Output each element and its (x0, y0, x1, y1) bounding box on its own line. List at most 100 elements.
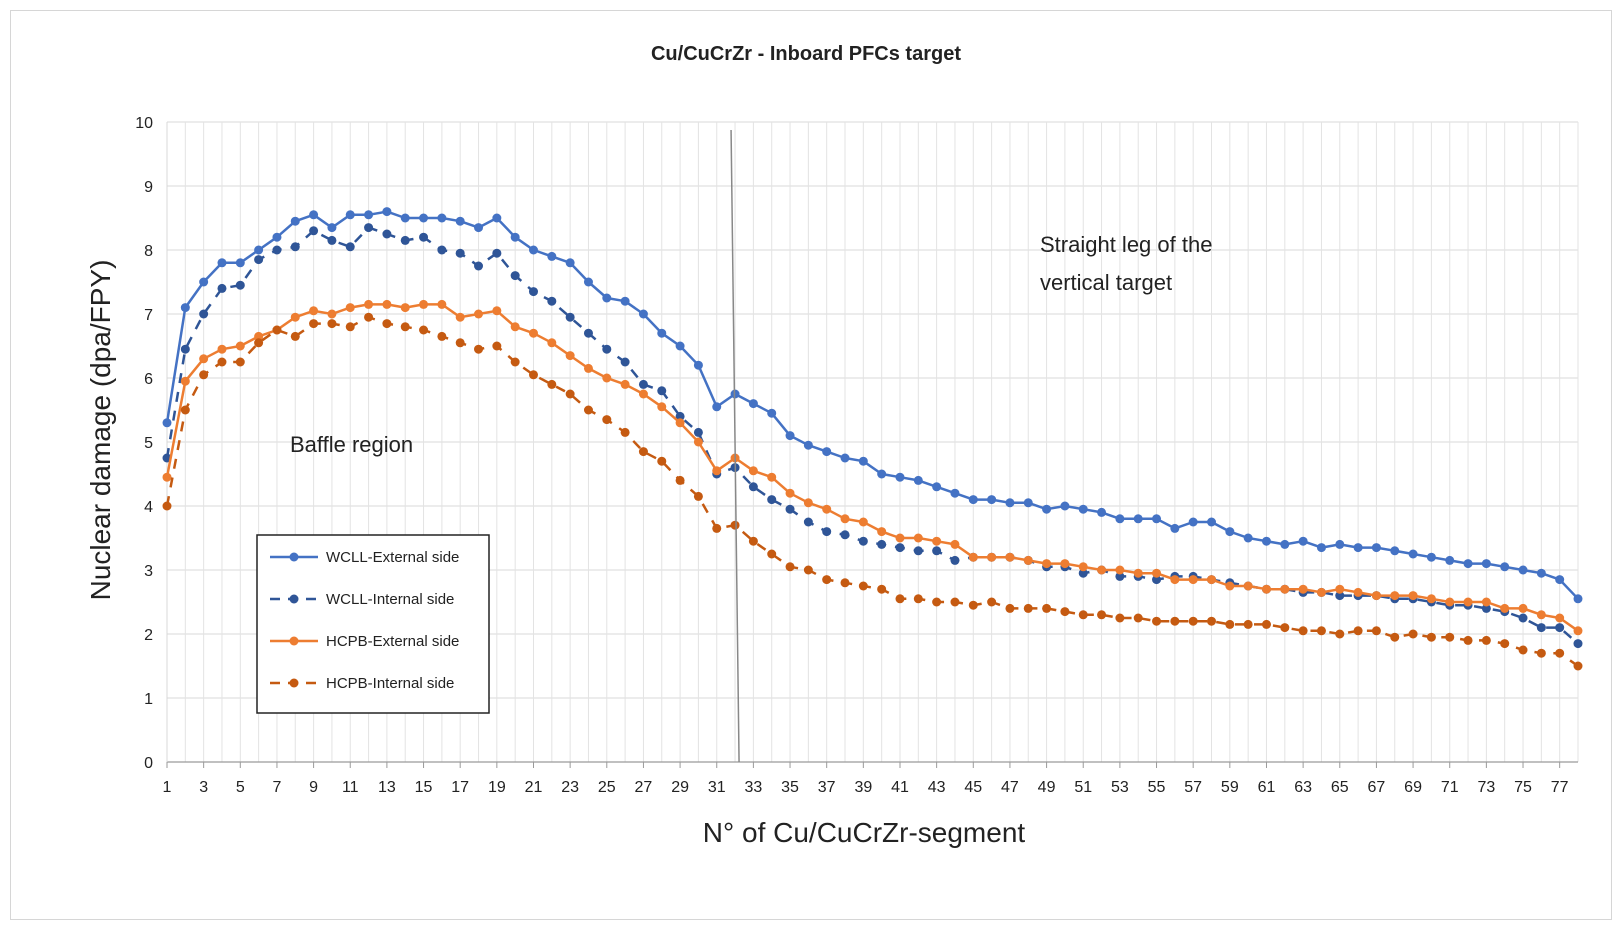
data-point (858, 517, 868, 527)
y-tick-label: 6 (144, 371, 153, 388)
data-point (895, 533, 905, 543)
data-point (583, 405, 593, 415)
data-point (1243, 619, 1253, 629)
data-point (1115, 613, 1125, 623)
data-point (217, 344, 227, 354)
x-tick-label: 49 (1038, 779, 1056, 796)
legend-item: WCLL-External side (270, 549, 459, 566)
data-point (1555, 623, 1565, 633)
data-point (1500, 639, 1510, 649)
y-tick-label: 3 (144, 563, 153, 580)
x-axis-label: N° of Cu/CuCrZr-segment (703, 817, 1026, 848)
data-point (1371, 591, 1381, 601)
data-point (235, 357, 245, 367)
data-point (235, 341, 245, 351)
data-point (162, 472, 172, 482)
data-point (1042, 504, 1052, 514)
data-point (675, 475, 685, 485)
data-point (1573, 661, 1583, 671)
data-point (1152, 616, 1162, 626)
data-point (950, 488, 960, 498)
data-point (803, 517, 813, 527)
data-point (748, 482, 758, 492)
x-tick-label: 27 (635, 779, 653, 796)
x-tick-label: 55 (1148, 779, 1166, 796)
data-point (822, 527, 832, 537)
data-point (1298, 584, 1308, 594)
data-point (1390, 632, 1400, 642)
data-point (437, 331, 447, 341)
data-point (327, 223, 337, 233)
data-point (345, 322, 355, 332)
data-point (1573, 639, 1583, 649)
data-point (1170, 616, 1180, 626)
data-point (565, 351, 575, 361)
x-tick-label: 77 (1551, 779, 1569, 796)
series-hcpb-external-side (162, 299, 1583, 636)
x-tick-label: 9 (309, 779, 318, 796)
data-point (950, 597, 960, 607)
data-point (620, 427, 630, 437)
data-point (528, 287, 538, 297)
data-point (290, 331, 300, 341)
data-point (1316, 626, 1326, 636)
data-point (840, 578, 850, 588)
chart-title: Cu/CuCrZr - Inboard PFCs target (651, 43, 961, 65)
data-point (217, 258, 227, 268)
data-point (1481, 635, 1491, 645)
annotation-baffle-region: Baffle region (290, 432, 413, 457)
data-point (1097, 565, 1107, 575)
data-point (748, 466, 758, 476)
data-point (1536, 610, 1546, 620)
data-point (419, 325, 429, 335)
data-point (913, 475, 923, 485)
data-point (474, 261, 484, 271)
data-point (1243, 581, 1253, 591)
data-point (895, 543, 905, 553)
data-point (895, 472, 905, 482)
data-point (913, 546, 923, 556)
data-point (785, 504, 795, 514)
data-point (290, 312, 300, 322)
data-point (235, 280, 245, 290)
data-point (1298, 626, 1308, 636)
data-point (1335, 584, 1345, 594)
data-point (364, 299, 374, 309)
data-point (1261, 619, 1271, 629)
data-point (492, 341, 502, 351)
data-point (1261, 536, 1271, 546)
x-tick-label: 45 (964, 779, 982, 796)
x-tick-label: 11 (342, 779, 359, 796)
data-point (877, 469, 887, 479)
data-point (180, 344, 190, 354)
data-point (1280, 539, 1290, 549)
data-point (1555, 575, 1565, 585)
data-point (419, 213, 429, 223)
data-point (1115, 514, 1125, 524)
data-point (345, 303, 355, 313)
data-point (730, 520, 740, 530)
data-point (767, 495, 777, 505)
data-point (1133, 514, 1143, 524)
y-tick-label: 5 (144, 435, 153, 452)
data-point (547, 338, 557, 348)
data-point (1335, 591, 1345, 601)
data-point (1371, 626, 1381, 636)
data-point (1280, 584, 1290, 594)
data-point (968, 600, 978, 610)
data-point (1170, 575, 1180, 585)
data-point (657, 386, 667, 396)
data-point (602, 373, 612, 383)
data-point (803, 440, 813, 450)
data-point (290, 216, 300, 226)
x-tick-label: 29 (671, 779, 689, 796)
data-point (547, 379, 557, 389)
data-point (638, 389, 648, 399)
x-tick-label: 57 (1184, 779, 1202, 796)
data-point (199, 370, 209, 380)
data-point (1060, 607, 1070, 617)
legend-label: WCLL-Internal side (326, 591, 454, 608)
data-point (1042, 559, 1052, 569)
data-point (1078, 504, 1088, 514)
data-point (309, 319, 319, 329)
